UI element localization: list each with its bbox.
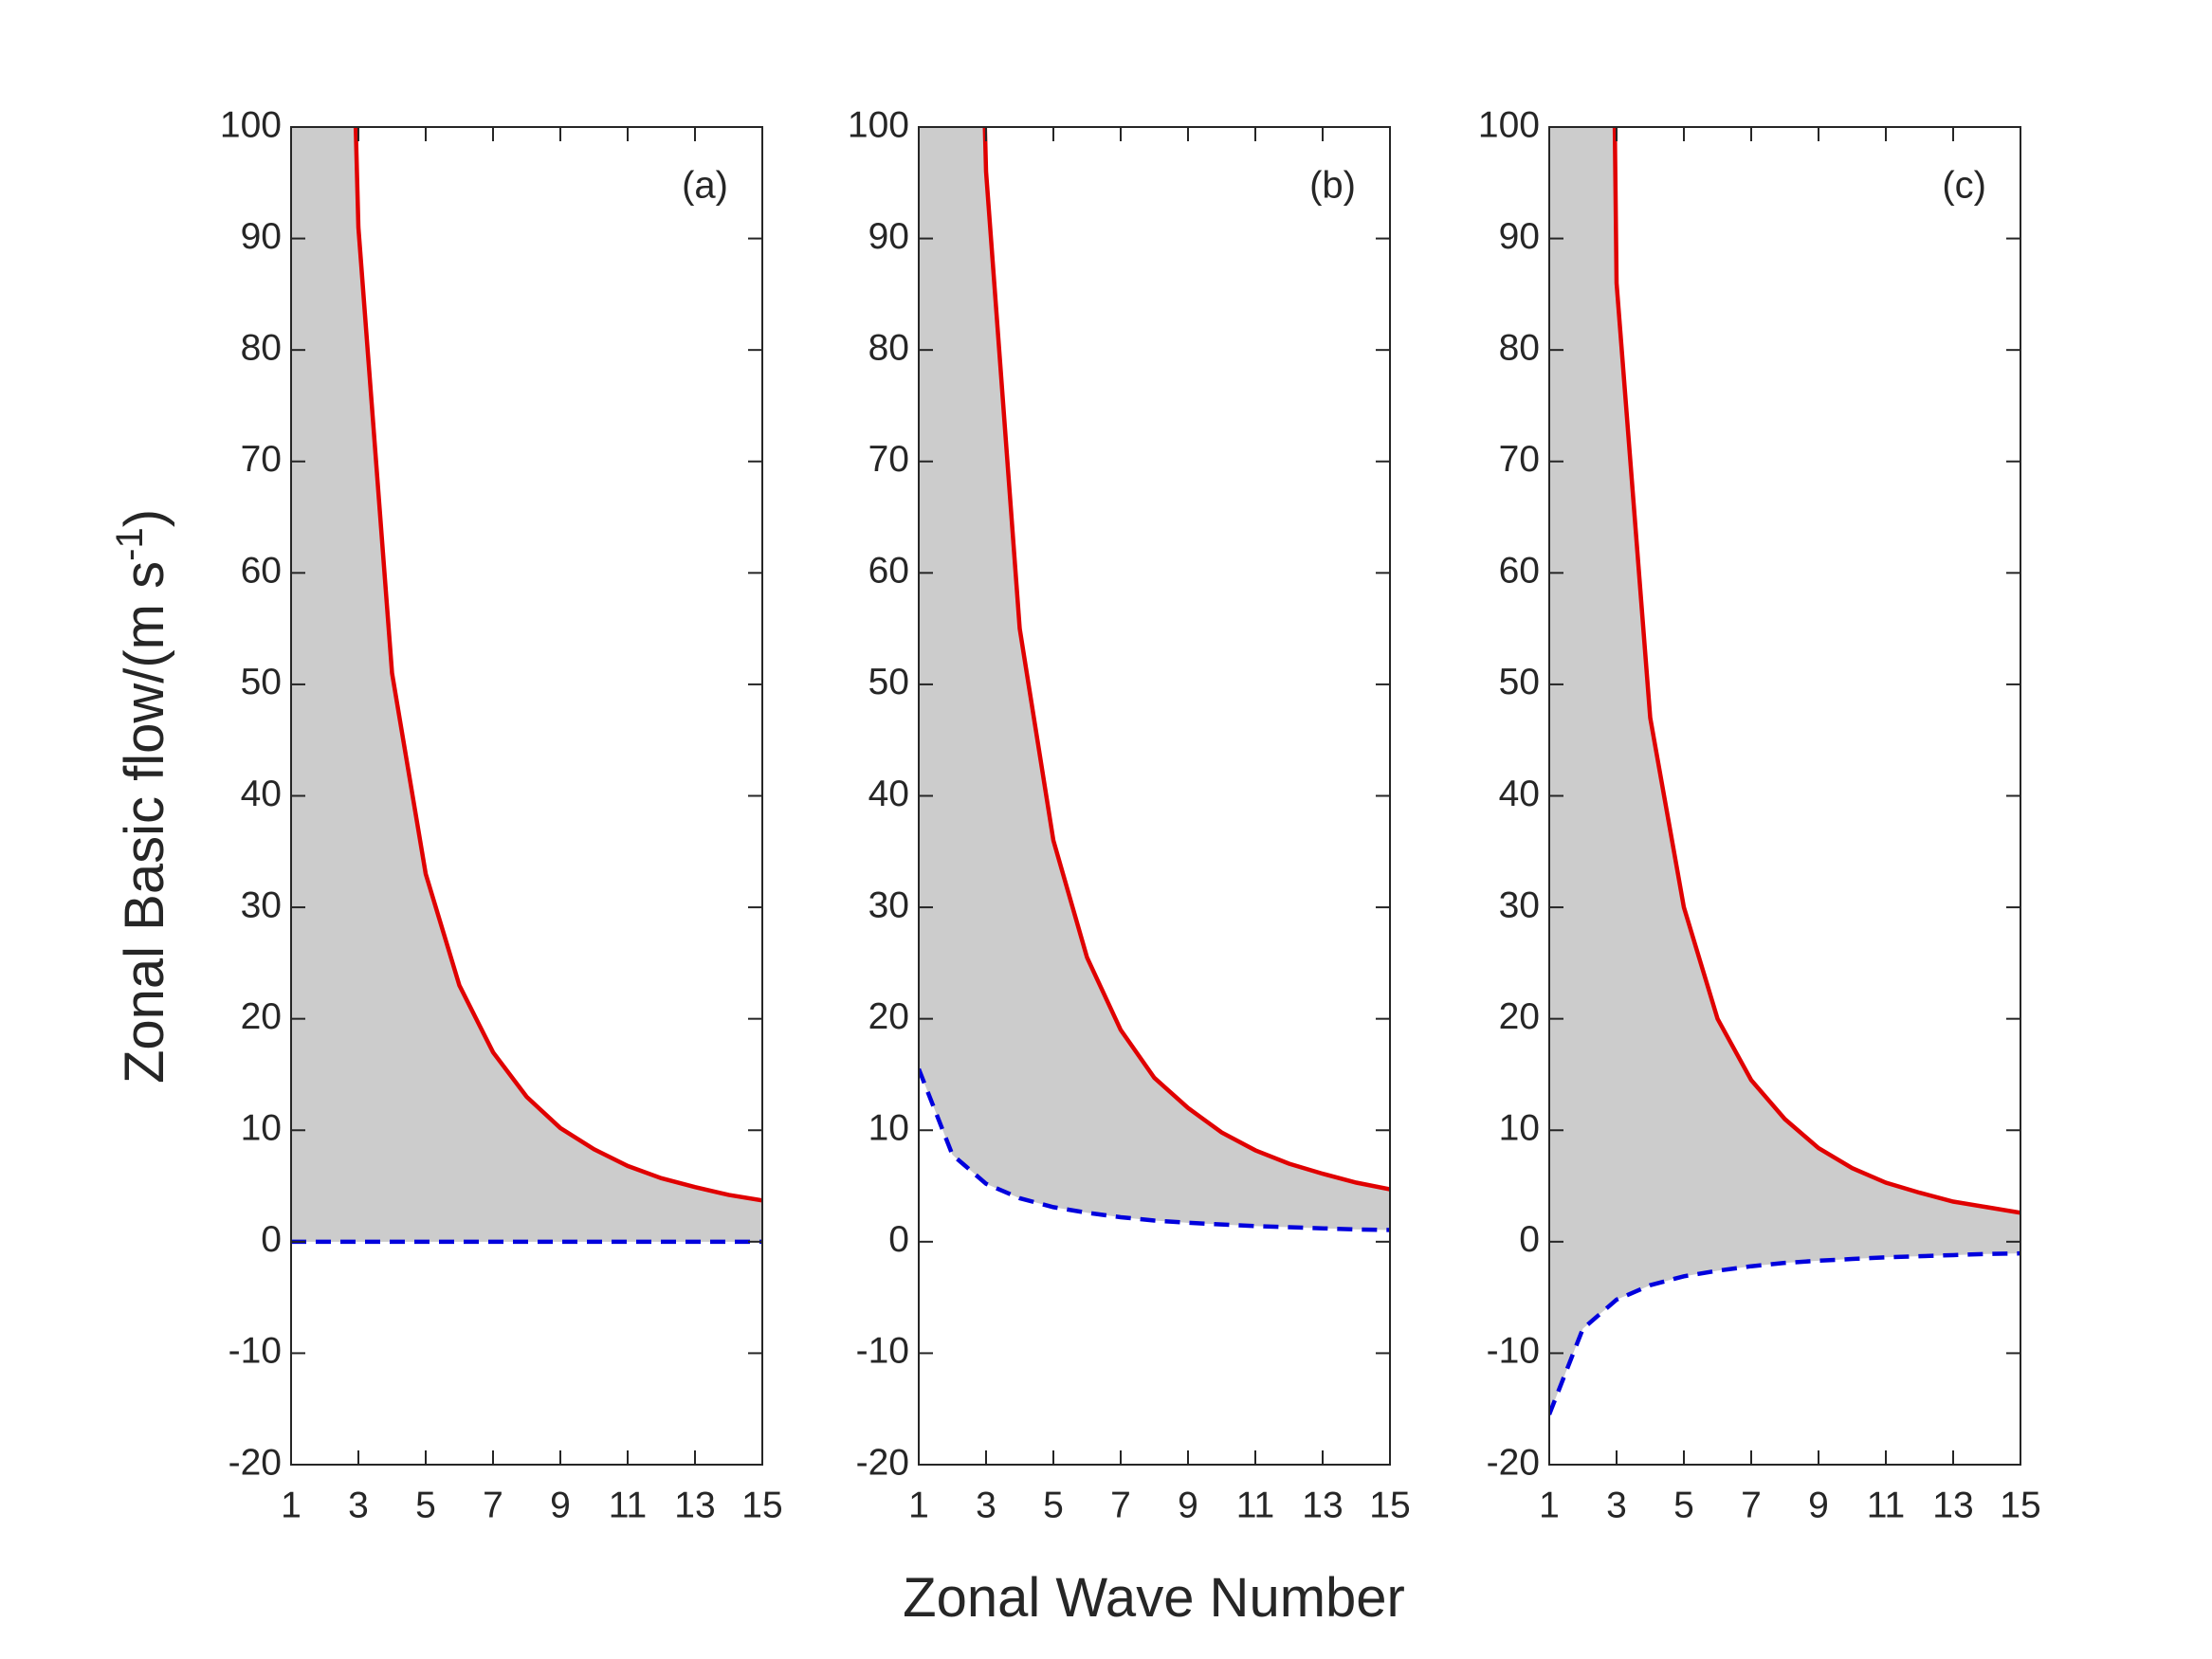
- x-tick-label: 7: [483, 1485, 503, 1525]
- y-tick-label: 90: [1499, 216, 1540, 257]
- x-tick-label: 1: [1539, 1485, 1560, 1525]
- y-tick-label: 20: [241, 996, 282, 1037]
- y-tick-label: -10: [1487, 1331, 1540, 1372]
- x-tick-label: 9: [550, 1485, 571, 1525]
- x-tick-label: 5: [1043, 1485, 1064, 1525]
- y-tick-label: 100: [848, 104, 909, 145]
- x-tick-label: 3: [348, 1485, 369, 1525]
- y-tick-label: 50: [1499, 662, 1540, 702]
- y-tick-label: 80: [1499, 327, 1540, 368]
- y-tick-label: 0: [888, 1219, 909, 1260]
- panel-label: (c): [1942, 165, 1986, 207]
- plot-area: [291, 127, 762, 1245]
- y-tick-label: 10: [241, 1108, 282, 1149]
- y-tick-label: 90: [868, 216, 909, 257]
- x-tick-label: 3: [1606, 1485, 1627, 1525]
- y-tick-label: -10: [229, 1331, 282, 1372]
- data-line: [982, 127, 1390, 1192]
- x-tick-label: 7: [1741, 1485, 1762, 1525]
- y-tick-label: 20: [1499, 996, 1540, 1037]
- y-axis-label-suffix: ): [114, 509, 175, 527]
- shaded-region: [291, 127, 762, 1242]
- plot-area: [1549, 127, 2020, 1415]
- data-line: [353, 127, 762, 1203]
- data-line: [919, 1067, 1390, 1232]
- y-axis-label: Zonal Basic flow/(m s-1): [109, 509, 175, 1084]
- x-tick-label: 11: [1236, 1485, 1275, 1525]
- y-tick-label: 70: [241, 439, 282, 480]
- y-tick-label: 60: [868, 551, 909, 592]
- axes-box: [290, 126, 763, 1466]
- x-tick-label: 5: [415, 1485, 436, 1525]
- x-axis-label: Zonal Wave Number: [903, 1567, 1405, 1629]
- y-tick-label: 40: [1499, 774, 1540, 814]
- y-tick-label: 50: [241, 662, 282, 702]
- y-tick-label: -10: [856, 1331, 909, 1372]
- y-tick-label: 60: [241, 551, 282, 592]
- y-tick-label: 40: [241, 774, 282, 814]
- y-tick-label: 80: [241, 327, 282, 368]
- y-tick-label: 80: [868, 327, 909, 368]
- panel-label: (a): [682, 165, 728, 207]
- y-tick-label: 40: [868, 774, 909, 814]
- y-tick-label: 20: [868, 996, 909, 1037]
- y-tick-label: 30: [1499, 884, 1540, 925]
- y-tick-label: 70: [1499, 439, 1540, 480]
- y-tick-label: 0: [1519, 1219, 1540, 1260]
- x-tick-label: 15: [1369, 1485, 1410, 1525]
- y-tick-label: 10: [1499, 1108, 1540, 1149]
- panel-label: (b): [1309, 165, 1356, 207]
- plot-area: [919, 127, 1390, 1232]
- y-tick-label: 30: [241, 884, 282, 925]
- y-tick-label: 70: [868, 439, 909, 480]
- x-tick-label: 1: [281, 1485, 302, 1525]
- x-tick-label: 15: [741, 1485, 782, 1525]
- x-tick-label: 7: [1110, 1485, 1131, 1525]
- shaded-region: [919, 127, 1390, 1231]
- y-axis-label-superscript: -1: [109, 527, 151, 561]
- axes-box: [1548, 126, 2021, 1466]
- x-tick-label: 1: [908, 1485, 929, 1525]
- y-tick-label: 100: [220, 104, 282, 145]
- y-tick-label: 90: [241, 216, 282, 257]
- y-tick-label: -20: [229, 1442, 282, 1483]
- y-tick-label: 100: [1478, 104, 1540, 145]
- data-line: [1612, 127, 2020, 1215]
- x-tick-label: 9: [1178, 1485, 1198, 1525]
- y-axis-label-text: Zonal Basic flow/(m s: [114, 561, 175, 1084]
- data-line: [1549, 1250, 2020, 1415]
- y-tick-label: 0: [261, 1219, 282, 1260]
- x-tick-label: 3: [976, 1485, 996, 1525]
- x-tick-label: 13: [674, 1485, 715, 1525]
- y-tick-label: 30: [868, 884, 909, 925]
- y-tick-label: -20: [856, 1442, 909, 1483]
- y-tick-label: 50: [868, 662, 909, 702]
- x-tick-label: 13: [1932, 1485, 1973, 1525]
- y-tick-label: 60: [1499, 551, 1540, 592]
- x-tick-label: 9: [1808, 1485, 1829, 1525]
- x-tick-label: 5: [1673, 1485, 1694, 1525]
- x-tick-label: 13: [1302, 1485, 1343, 1525]
- y-tick-label: 10: [868, 1108, 909, 1149]
- x-tick-label: 11: [1867, 1485, 1906, 1525]
- x-tick-label: 11: [609, 1485, 648, 1525]
- shaded-region: [1549, 127, 2020, 1415]
- x-tick-label: 15: [2000, 1485, 2040, 1525]
- axes-box: [918, 126, 1391, 1466]
- y-tick-label: -20: [1487, 1442, 1540, 1483]
